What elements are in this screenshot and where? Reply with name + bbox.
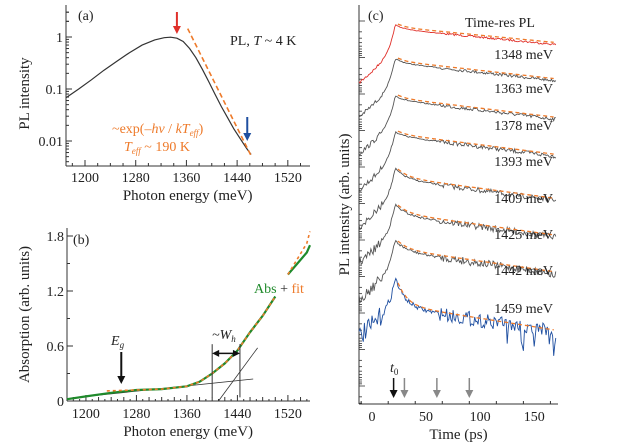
energy-label: 1409 meV: [494, 192, 553, 207]
panel-c-title: Time-res PL: [465, 16, 535, 31]
wh-arrow-left-head: [212, 349, 220, 357]
panel-a-fit-formula: ~exp(–hv / kTeff): [112, 122, 204, 138]
energy-label: 1363 meV: [494, 82, 553, 97]
panel-b-series-abs: [66, 295, 277, 401]
panel-c-axes: 0 50 100 150 Time (ps) PL intensity (arb. uni…: [337, 5, 558, 443]
panel-a-condition: PL, T ~ 4 K: [230, 34, 296, 49]
trace-1363-meV: [358, 58, 557, 118]
panel-b: 1200 1280 1360 1440 1520 0 0.6 1.2 1.8 Photon ene…: [17, 228, 312, 440]
energy-label: 1348 meV: [494, 48, 553, 63]
panel-a-x-tick-label: 1200: [71, 171, 99, 186]
panel-a-y-tick-label: 0.1: [46, 83, 64, 98]
trace-1442-meV: [358, 239, 557, 304]
trace-1409-meV: [358, 167, 557, 231]
panel-a-x-tick-label: 1520: [274, 171, 302, 186]
eg-label: Eg: [110, 334, 125, 350]
panel-b-series-fit-high-: [287, 231, 311, 275]
energy-label: 1378 meV: [494, 119, 553, 134]
panel-c-x-tick-label: 100: [470, 410, 491, 425]
panel-b-series: [66, 231, 312, 402]
panel-a-series-pl-spectrum: [65, 36, 252, 155]
panel-c-y-title: PL intensity (arb. units): [337, 134, 353, 276]
panel-a-label: (a): [78, 9, 94, 24]
panel-b-x-title: Photon energy (meV): [123, 424, 253, 440]
trace-1393-meV: [358, 130, 557, 192]
panel-b-y-tick-label: 0.6: [47, 340, 65, 355]
panel-c-x-tick-label: 0: [368, 410, 375, 425]
energy-label: 1425 meV: [494, 228, 553, 243]
panel-b-x-tick-label: 1440: [223, 407, 251, 422]
blue-arrow-icon-head: [243, 133, 252, 141]
t0-label: t0: [390, 361, 399, 377]
trace-1378-meV: [358, 95, 556, 156]
panel-a-x-tick-label: 1440: [223, 171, 251, 186]
gray-arrow-icon-head: [465, 390, 474, 398]
panel-b-y-title: Absorption (arb. units): [17, 246, 33, 383]
panel-a-x-title: Photon energy (meV): [123, 188, 253, 204]
panel-c-energy-labels: 1348 meV 1363 meV 1378 meV 1393 meV 1409 meV…: [494, 48, 553, 317]
panel-a-x-tick-label: 1280: [122, 171, 150, 186]
fit-1425-meV: [397, 204, 554, 236]
trace-1425-meV: [358, 203, 557, 267]
panel-a-y-title: PL intensity: [17, 57, 33, 130]
panel-a-axes: 1200 1280 1360 1440 1520 1 0.1 0.01 Photon energ…: [17, 5, 310, 204]
fit-1378-meV: [397, 94, 554, 118]
panel-b-y-tick-label: 1.8: [47, 230, 65, 245]
panel-b-label: (b): [73, 233, 90, 248]
panel-b-x-tick-label: 1200: [72, 407, 100, 422]
eg-arrow-icon-head: [117, 376, 126, 384]
wh-arrow-right-head: [232, 349, 240, 357]
panel-c: 0 50 100 150 Time (ps) PL intensity (arb. uni…: [337, 5, 558, 443]
t0-arrow-icon-head: [389, 390, 398, 398]
gray-arrow-icon-head: [400, 390, 409, 398]
panel-a-y-tick-label: 1: [56, 31, 63, 46]
wh-label: ~Wh: [212, 328, 236, 344]
fit-1459-meV: [397, 282, 554, 331]
fit-1442-meV: [397, 240, 554, 273]
trace-1348-meV: [358, 24, 557, 85]
panel-c-series: [358, 23, 557, 398]
panel-c-x-title: Time (ps): [429, 427, 487, 443]
panel-a-x-tick-label: 1360: [172, 171, 200, 186]
energy-label: 1393 meV: [494, 155, 553, 170]
energy-label: 1442 meV: [494, 264, 553, 279]
trace-1459-meV: [358, 277, 557, 356]
panel-b-x-tick-label: 1280: [122, 407, 150, 422]
panel-b-axes: 1200 1280 1360 1440 1520 0 0.6 1.2 1.8 Photon ene…: [17, 228, 310, 440]
panel-b-series-fit: [106, 296, 276, 392]
edge-tangent-line: [218, 347, 258, 402]
energy-label: 1459 meV: [494, 302, 553, 317]
panel-a-series: [65, 12, 252, 157]
fit-1348-meV: [397, 23, 554, 43]
panel-b-y-tick-label: 0: [57, 395, 64, 410]
panel-b-x-tick-label: 1520: [274, 407, 302, 422]
fit-1393-meV: [397, 130, 554, 155]
fit-1409-meV: [397, 168, 554, 199]
panel-a-y-tick-label: 0.01: [39, 135, 64, 150]
gray-arrow-icon-head: [432, 390, 441, 398]
panel-b-series-abs-high-: [287, 244, 312, 276]
panel-c-x-tick-label: 50: [419, 410, 433, 425]
abs-fit-legend: Abs + fit: [254, 282, 304, 297]
panel-c-x-tick-label: 150: [524, 410, 545, 425]
panel-c-label: (c): [368, 9, 384, 24]
fit-1363-meV: [397, 57, 554, 80]
panel-b-y-tick-label: 1.2: [47, 285, 65, 300]
panel-a-teff: Teff ~ 190 K: [124, 140, 190, 156]
red-arrow-icon-head: [172, 26, 181, 34]
panel-b-x-tick-label: 1360: [173, 407, 201, 422]
panel-a: 1200 1280 1360 1440 1520 1 0.1 0.01 Photon energ…: [17, 5, 310, 204]
